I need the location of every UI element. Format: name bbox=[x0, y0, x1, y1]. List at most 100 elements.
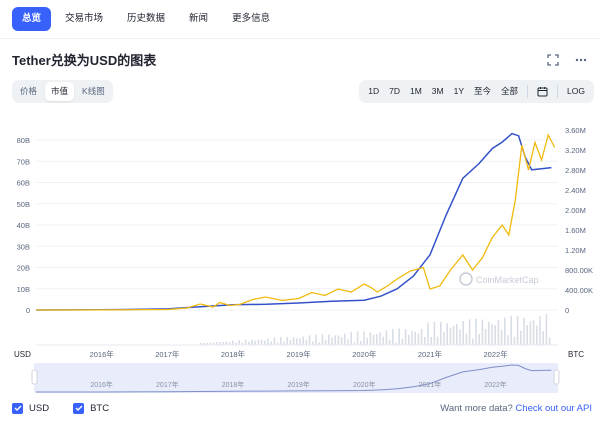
volume-bar bbox=[468, 319, 471, 345]
volume-bar bbox=[280, 337, 282, 345]
fullscreen-icon[interactable] bbox=[546, 53, 560, 67]
volume-bar bbox=[305, 339, 308, 345]
x-axis-tick-label: 2018年 bbox=[221, 349, 246, 359]
range-7d[interactable]: 7D bbox=[389, 86, 400, 96]
range-1d[interactable]: 1D bbox=[368, 86, 380, 96]
view-option-price[interactable]: 价格 bbox=[20, 86, 38, 96]
volume-bar bbox=[433, 321, 436, 345]
api-link[interactable]: Check out our API bbox=[515, 402, 592, 414]
volume-bar bbox=[312, 341, 314, 345]
volume-bar bbox=[462, 321, 464, 345]
x-axis-tick-label: 2022年 bbox=[484, 349, 509, 359]
volume-bar bbox=[360, 340, 362, 345]
volume-bar bbox=[216, 342, 218, 345]
volume-bar bbox=[504, 317, 506, 345]
btc-series-checkbox[interactable]: BTC bbox=[73, 402, 109, 414]
left-axis-tick-label: 0 bbox=[26, 306, 30, 315]
volume-bar bbox=[436, 336, 439, 345]
volume-bar bbox=[296, 338, 298, 345]
calendar-icon[interactable] bbox=[532, 82, 553, 101]
volume-bar bbox=[372, 334, 375, 345]
chart-footer: USD BTC Want more data? Check out our AP… bbox=[12, 400, 592, 416]
volume-bar bbox=[273, 337, 276, 345]
checkbox-checked-icon bbox=[73, 402, 85, 414]
right-axis-tick-label: 400.00K bbox=[565, 286, 593, 295]
range-1y[interactable]: 1Y bbox=[453, 86, 465, 96]
tab-news[interactable]: 新闻 bbox=[189, 13, 209, 24]
volume-bar bbox=[443, 332, 445, 345]
range-3m[interactable]: 3M bbox=[431, 86, 444, 96]
volume-bar bbox=[472, 338, 474, 345]
tab-overview[interactable]: 总览 bbox=[12, 7, 52, 31]
volume-bar bbox=[459, 329, 461, 345]
tab-historical-data[interactable]: 历史数据 bbox=[127, 13, 166, 24]
volume-bar bbox=[222, 341, 224, 345]
range-navigator[interactable] bbox=[34, 363, 558, 393]
chart-header-actions bbox=[546, 53, 588, 67]
volume-bar bbox=[539, 316, 541, 345]
range-1m[interactable]: 1M bbox=[409, 86, 422, 96]
right-axis-tick-label: 1.20M bbox=[565, 246, 586, 255]
range-ytd[interactable]: 至今 bbox=[474, 86, 492, 96]
usd-series-checkbox[interactable]: USD bbox=[12, 402, 50, 414]
volume-bar bbox=[507, 335, 509, 345]
volume-bar bbox=[500, 329, 503, 345]
volume-bar bbox=[526, 325, 528, 345]
volume-bar bbox=[379, 332, 381, 345]
usd-label: USD bbox=[29, 402, 50, 414]
market-cap-chart: CoinMarketCap 0 10B 20B 30B 40B 50B 60B 70B 80B 0… bbox=[14, 126, 593, 393]
volume-bar bbox=[363, 331, 365, 345]
volume-bar bbox=[270, 341, 272, 345]
navigator-tick-label: 2021年 bbox=[419, 380, 442, 389]
volume-bar bbox=[232, 340, 234, 345]
volume-bar bbox=[219, 342, 221, 345]
volume-bar bbox=[302, 336, 304, 345]
coinmarketcap-watermark: CoinMarketCap bbox=[459, 272, 539, 286]
log-scale-toggle[interactable]: LOG bbox=[567, 86, 585, 96]
divider bbox=[0, 38, 600, 39]
volume-bar bbox=[395, 342, 397, 345]
volume-bar bbox=[440, 321, 442, 345]
volume-bar bbox=[430, 336, 432, 345]
volume-bar bbox=[235, 342, 237, 345]
volume-bar bbox=[427, 322, 429, 345]
volume-bar bbox=[200, 343, 202, 345]
left-axis-tick-label: 80B bbox=[17, 136, 30, 145]
volume-bar bbox=[545, 313, 548, 345]
divider bbox=[527, 85, 529, 98]
volume-bar bbox=[411, 330, 413, 345]
volume-bar bbox=[465, 333, 468, 345]
view-option-market-cap[interactable]: 市值 bbox=[45, 82, 75, 101]
tab-markets[interactable]: 交易市场 bbox=[65, 13, 104, 24]
volume-bar bbox=[347, 339, 349, 345]
volume-bar bbox=[376, 334, 378, 345]
navigator-tick-label: 2022年 bbox=[484, 380, 507, 389]
api-promo: Want more data? Check out our API bbox=[440, 403, 592, 414]
volume-bar bbox=[241, 342, 244, 345]
volume-bar bbox=[529, 321, 532, 345]
view-option-candlestick[interactable]: K线图 bbox=[82, 86, 105, 96]
volume-bar bbox=[254, 340, 256, 345]
volume-bar bbox=[401, 338, 404, 345]
right-axis-tick-label: 3.60M bbox=[565, 126, 586, 135]
volume-bar bbox=[334, 335, 336, 345]
x-axis-tick-label: 2019年 bbox=[287, 349, 312, 359]
left-axis-tick-label: 30B bbox=[17, 242, 30, 251]
volume-bar bbox=[289, 339, 292, 345]
more-icon[interactable] bbox=[574, 53, 588, 67]
volume-bar bbox=[267, 338, 269, 345]
navigator-right-handle[interactable] bbox=[553, 369, 560, 385]
x-axis-tick-label: 2020年 bbox=[352, 349, 377, 359]
navigator-tick-label: 2020年 bbox=[353, 380, 376, 389]
volume-bar bbox=[206, 342, 208, 345]
left-axis-tick-label: 20B bbox=[17, 264, 30, 273]
chart-title: Tether兑换为USD的图表 bbox=[12, 53, 157, 68]
volume-bar bbox=[369, 332, 372, 345]
volume-bar bbox=[315, 334, 317, 345]
volume-bar bbox=[353, 342, 356, 345]
range-all[interactable]: 全部 bbox=[501, 86, 519, 96]
x-axis-tick-label: 2016年 bbox=[90, 349, 115, 359]
navigator-left-handle[interactable] bbox=[31, 369, 38, 385]
volume-bar bbox=[388, 339, 391, 345]
tab-more-info[interactable]: 更多信息 bbox=[232, 13, 271, 24]
